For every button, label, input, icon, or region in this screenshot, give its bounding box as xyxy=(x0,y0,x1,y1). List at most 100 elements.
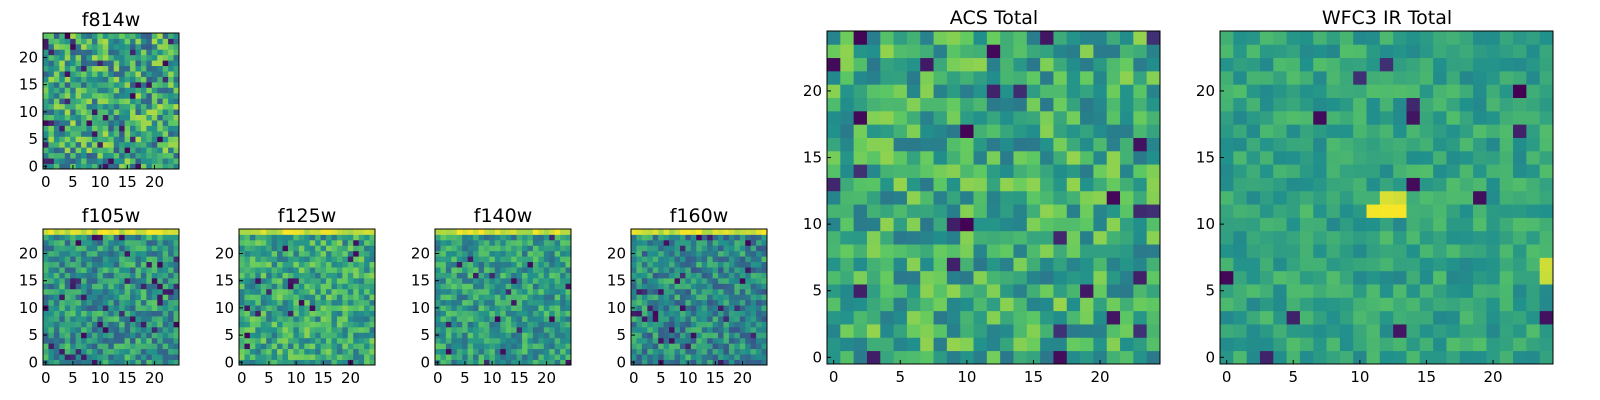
heatmap-cell xyxy=(712,343,719,350)
heatmap-cell xyxy=(91,87,98,94)
heatmap-cell xyxy=(1000,150,1014,165)
heatmap-cell xyxy=(266,283,273,290)
heatmap-cell xyxy=(1026,97,1041,112)
heatmap-cell xyxy=(91,152,98,159)
heatmap-cell xyxy=(130,103,136,110)
heatmap-cell xyxy=(701,343,708,350)
heatmap-cell xyxy=(973,324,988,338)
heatmap-cell xyxy=(1040,150,1054,165)
heatmap-cell xyxy=(739,267,746,273)
heatmap-cell xyxy=(1146,324,1161,338)
heatmap-cell xyxy=(1513,217,1527,232)
heatmap-cell xyxy=(244,332,251,339)
heatmap-cell xyxy=(168,103,174,110)
heatmap-cell xyxy=(1499,84,1514,98)
heatmap-cell xyxy=(489,332,496,339)
heatmap-cell xyxy=(712,234,719,241)
heatmap-cell xyxy=(462,321,469,328)
heatmap-cell xyxy=(467,354,474,360)
heatmap-cell xyxy=(1040,310,1054,325)
heatmap-cell xyxy=(840,217,855,232)
heatmap-cell xyxy=(712,337,719,344)
heatmap-cell xyxy=(1393,350,1407,365)
heatmap-cell xyxy=(1093,337,1108,352)
heatmap-cell xyxy=(652,354,659,360)
heatmap-cell xyxy=(86,245,93,252)
heatmap-cell xyxy=(1259,97,1274,112)
heatmap-cell xyxy=(866,270,881,285)
heatmap-cell xyxy=(1080,270,1094,285)
heatmap-cell xyxy=(1499,124,1514,138)
heatmap-cell xyxy=(1000,337,1014,352)
heatmap-cell xyxy=(1066,350,1081,365)
heatmap-cell xyxy=(48,38,55,45)
heatmap-cell xyxy=(1013,57,1028,72)
heatmap-cell xyxy=(489,239,496,246)
heatmap-cell xyxy=(483,326,490,333)
heatmap-cell xyxy=(64,305,71,311)
heatmap-cell xyxy=(130,92,136,99)
heatmap-cell xyxy=(64,239,71,246)
heatmap-cell xyxy=(538,256,545,263)
heatmap-cell xyxy=(86,81,93,88)
heatmap-cell xyxy=(369,277,376,284)
heatmap-cell xyxy=(113,152,120,159)
heatmap-cell xyxy=(102,125,109,132)
heatmap-cell xyxy=(1433,57,1447,72)
heatmap-cell xyxy=(59,294,66,301)
heatmap-cell xyxy=(168,261,174,268)
heatmap-cell xyxy=(124,54,131,61)
heatmap-cell xyxy=(565,332,572,339)
heatmap-cell xyxy=(543,256,550,263)
heatmap-cell xyxy=(108,81,115,88)
heatmap-cell xyxy=(1326,244,1341,258)
heatmap-cell xyxy=(511,337,517,344)
heatmap-cell xyxy=(1459,97,1474,112)
heatmap-cell xyxy=(86,109,93,115)
heatmap-cell xyxy=(48,120,55,126)
heatmap-cell xyxy=(1299,177,1314,192)
heatmap-cell xyxy=(309,343,316,350)
heatmap-cell xyxy=(522,245,528,252)
heatmap-cell xyxy=(674,234,681,241)
heatmap-cell xyxy=(59,272,66,279)
heatmap-cell xyxy=(674,245,681,252)
heatmap-cell xyxy=(505,299,512,306)
heatmap-cell xyxy=(1080,84,1094,98)
heatmap-cell xyxy=(130,87,136,94)
heatmap-cell xyxy=(1133,324,1148,338)
heatmap-cell xyxy=(1040,31,1054,45)
heatmap-cell xyxy=(1053,150,1068,165)
heatmap-cell xyxy=(1446,217,1461,232)
heatmap-cell xyxy=(86,337,93,344)
heatmap-cell xyxy=(1313,44,1327,59)
heatmap-cell xyxy=(1539,57,1554,72)
heatmap-cell xyxy=(347,337,354,344)
heatmap-cell xyxy=(920,124,934,138)
heatmap-cell xyxy=(893,97,908,112)
heatmap-cell xyxy=(906,190,921,205)
heatmap-cell xyxy=(277,283,283,290)
heatmap-cell xyxy=(462,299,469,306)
heatmap-cell xyxy=(43,245,49,252)
heatmap-cell xyxy=(663,250,670,257)
heatmap-cell xyxy=(244,250,251,257)
heatmap-cell xyxy=(1486,177,1501,192)
heatmap-cell xyxy=(1419,244,1434,258)
heatmap-cell xyxy=(244,239,251,246)
heatmap-cell xyxy=(70,87,77,94)
heatmap-cell xyxy=(1246,257,1261,272)
heatmap-cell xyxy=(369,229,376,235)
heatmap-cell xyxy=(277,321,283,328)
y-tick-label: 15 xyxy=(411,272,430,290)
heatmap-cell xyxy=(1133,204,1148,218)
heatmap-cell xyxy=(282,359,289,366)
heatmap-cell xyxy=(532,261,539,268)
heatmap-cell xyxy=(59,267,66,273)
heatmap-cell xyxy=(59,92,66,99)
heatmap-cell xyxy=(1286,84,1301,98)
heatmap-cell xyxy=(631,299,637,306)
heatmap-cell xyxy=(532,305,539,311)
heatmap-cell xyxy=(1393,84,1407,98)
heatmap-cell xyxy=(48,147,55,154)
